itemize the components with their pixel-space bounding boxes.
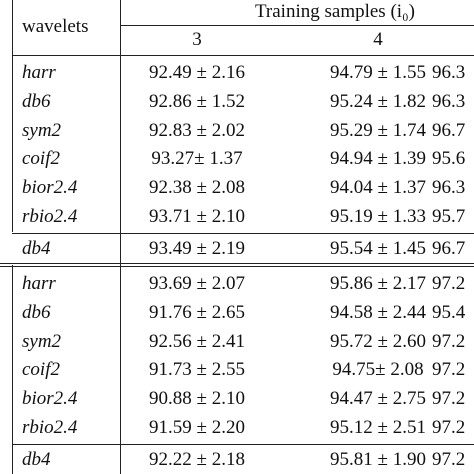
wavelet-name: db4 (22, 449, 51, 470)
cell: 94.79 ± 1.55 (330, 62, 426, 83)
cell: 93.27± 1.37 (151, 148, 243, 170)
cell: 95.7 (432, 206, 466, 227)
cell: 95.72 ± 2.60 (330, 330, 426, 352)
wavelet-name: bior2.4 (22, 177, 78, 199)
cell: 95.54 ± 1.45 (330, 238, 426, 259)
cell: 96.7 (432, 238, 466, 259)
wavelet-name: coif2 (22, 359, 60, 381)
wavelet-name: coif2 (22, 148, 60, 170)
cell: 94.04 ± 1.37 (330, 177, 426, 199)
cell: 92.49 ± 2.16 (149, 62, 245, 83)
cell: 92.83 ± 2.02 (149, 119, 245, 141)
cell: 91.73 ± 2.55 (149, 359, 245, 381)
wavelet-name: bior2.4 (22, 388, 78, 410)
rule (12, 233, 474, 234)
cell: 97.2 (432, 417, 466, 438)
cell: 97.2 (432, 449, 466, 470)
cell: 94.94 ± 1.39 (330, 148, 426, 170)
cell: 95.12 ± 2.51 (330, 417, 426, 438)
cell: 95.4 (432, 301, 466, 323)
rule (120, 25, 474, 26)
cell: 93.49 ± 2.19 (149, 238, 245, 259)
cell: 97.2 (432, 273, 466, 294)
cell: 97.2 (432, 359, 466, 381)
header-training: Training samples (i₀) (254, 1, 416, 22)
cell: 96.3 (432, 177, 466, 199)
cell: 96.7 (432, 119, 466, 141)
cell: 95.24 ± 1.82 (330, 90, 426, 112)
col-header: 3 (192, 29, 202, 50)
wavelet-name: sym2 (22, 119, 62, 141)
rule (12, 265, 13, 474)
cell: 92.86 ± 1.52 (149, 90, 245, 112)
cell: 92.22 ± 2.18 (149, 449, 245, 470)
cell: 97.2 (432, 330, 466, 352)
cell: 96.3 (432, 62, 466, 83)
wavelet-name: harr (22, 62, 56, 83)
cell: 95.29 ± 1.74 (330, 119, 426, 141)
rule (12, 0, 13, 232)
cell: 95.86 ± 2.17 (330, 273, 426, 294)
wavelet-name: sym2 (22, 330, 62, 352)
cell: 91.76 ± 2.65 (149, 301, 245, 323)
cell: 93.69 ± 2.07 (149, 273, 245, 294)
cell: 92.56 ± 2.41 (149, 330, 245, 352)
cell: 97.2 (432, 388, 466, 410)
cell: 93.71 ± 2.10 (149, 206, 245, 227)
cell: 92.38 ± 2.08 (149, 177, 245, 199)
col-header: 4 (373, 29, 383, 50)
wavelet-name: rbio2.4 (22, 417, 78, 438)
cell: 90.88 ± 2.10 (149, 388, 245, 410)
wavelet-name: db6 (22, 90, 51, 112)
cell: 95.19 ± 1.33 (330, 206, 426, 227)
cell: 94.58 ± 2.44 (330, 301, 426, 323)
rule (120, 0, 121, 474)
wavelet-name: rbio2.4 (22, 206, 78, 227)
wavelet-name: db6 (22, 301, 51, 323)
cell: 94.75± 2.08 (332, 359, 424, 381)
rule (0, 263, 474, 264)
wavelet-name: harr (22, 273, 56, 294)
rule (12, 444, 474, 445)
header-wavelets: wavelets (22, 16, 89, 37)
wavelet-name: db4 (22, 238, 51, 259)
cell: 95.81 ± 1.90 (330, 449, 426, 470)
cell: 95.6 (432, 148, 466, 170)
rule (12, 55, 474, 56)
cell: 94.47 ± 2.75 (330, 388, 426, 410)
cell: 91.59 ± 2.20 (149, 417, 245, 438)
cell: 96.3 (432, 90, 466, 112)
rule (0, 266, 474, 267)
